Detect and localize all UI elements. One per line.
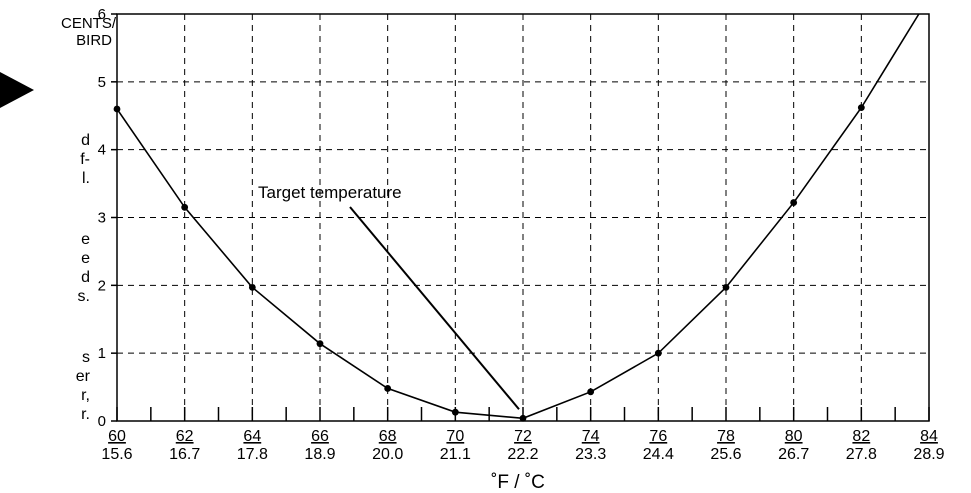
y-tick-label: 1 bbox=[98, 345, 106, 362]
x-axis-label: ˚F / ˚C bbox=[491, 472, 545, 493]
data-point bbox=[519, 414, 527, 422]
data-point bbox=[857, 104, 865, 112]
x-tick-label-c: 28.9 bbox=[913, 446, 944, 463]
data-point bbox=[790, 199, 798, 206]
pointer-arrow-icon bbox=[0, 72, 34, 108]
x-tick-label-c: 23.3 bbox=[575, 446, 606, 463]
axis-ticks bbox=[111, 13, 930, 422]
sidebar-text-a: d f- l. bbox=[80, 132, 90, 187]
y-tick-label: 3 bbox=[98, 210, 106, 227]
sidebar-text-c: s er r, r. bbox=[75, 349, 90, 423]
series-group bbox=[113, 13, 920, 422]
data-point bbox=[654, 349, 662, 357]
x-tick-label-c: 17.8 bbox=[237, 446, 268, 463]
x-tick-label-f: 68 bbox=[379, 428, 397, 445]
x-tick-label-c: 21.1 bbox=[440, 446, 471, 463]
y-axis-label-line1: CENTS/ bbox=[61, 15, 117, 32]
x-tick-label-f: 72 bbox=[514, 428, 532, 445]
x-tick-label-f: 74 bbox=[582, 428, 600, 445]
y-tick-label: 4 bbox=[98, 142, 106, 159]
data-point bbox=[113, 105, 121, 113]
x-tick-label-c: 25.6 bbox=[710, 446, 741, 463]
x-tick-label-f: 84 bbox=[920, 428, 938, 445]
data-point bbox=[722, 283, 730, 291]
x-tick-label-f: 66 bbox=[311, 428, 329, 445]
data-point bbox=[384, 385, 392, 392]
annotation-leader-line bbox=[349, 206, 520, 410]
y-tick-labels: 0 1 2 3 4 5 6 bbox=[98, 6, 106, 430]
x-tick-label-f: 60 bbox=[108, 428, 126, 445]
data-point bbox=[587, 388, 595, 396]
x-tick-label-c: 27.8 bbox=[846, 446, 877, 463]
x-tick-label-c: 16.7 bbox=[169, 446, 200, 463]
data-point bbox=[248, 283, 256, 291]
target-temperature-annotation: Target temperature bbox=[258, 183, 402, 202]
x-tick-label-f: 78 bbox=[717, 428, 735, 445]
x-tick-label-f: 70 bbox=[446, 428, 464, 445]
y-tick-label: 0 bbox=[98, 413, 106, 430]
y-tick-label: 5 bbox=[98, 74, 106, 91]
x-tick-label-c: 15.6 bbox=[101, 446, 132, 463]
x-tick-label-f: 82 bbox=[852, 428, 870, 445]
x-tick-label-c: 26.7 bbox=[778, 446, 809, 463]
x-tick-label-c: 20.0 bbox=[372, 446, 403, 463]
x-tick-label-f: 64 bbox=[243, 428, 261, 445]
y-tick-label: 2 bbox=[98, 277, 106, 294]
x-tick-label-f: 80 bbox=[785, 428, 803, 445]
y-tick-label: 6 bbox=[98, 6, 106, 23]
x-tick-label-f: 76 bbox=[649, 428, 667, 445]
grid bbox=[117, 14, 929, 421]
x-tick-label-c: 22.2 bbox=[507, 446, 538, 463]
x-tick-label-f: 62 bbox=[176, 428, 194, 445]
series-line bbox=[116, 13, 920, 420]
sidebar-text-b: e e d s. bbox=[77, 231, 90, 305]
data-point bbox=[451, 408, 459, 416]
data-point bbox=[181, 203, 189, 211]
y-axis-label-line2: BIRD bbox=[76, 32, 112, 49]
x-tick-label-c: 18.9 bbox=[304, 446, 335, 463]
x-tick-label-c: 24.4 bbox=[643, 446, 674, 463]
data-point bbox=[316, 340, 324, 348]
